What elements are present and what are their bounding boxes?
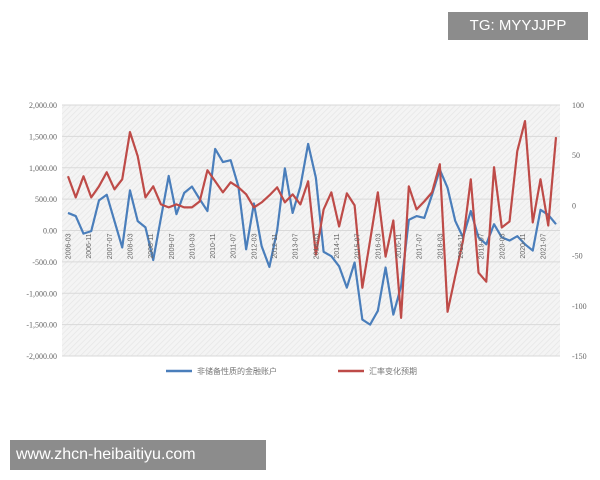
x-tick-label: 2018-03 — [437, 233, 444, 259]
x-tick-label: 2006-11 — [86, 233, 93, 258]
y-left-tick-label: -500.00 — [32, 258, 57, 267]
x-tick-label: 2021-07 — [541, 233, 548, 259]
y-right-tick-label: -50 — [572, 252, 583, 261]
x-tick-label: 2018-11 — [458, 233, 465, 258]
x-tick-label: 2013-07 — [293, 233, 300, 259]
y-right-tick-label: 50 — [572, 151, 580, 160]
x-tick-label: 2014-11 — [334, 233, 341, 258]
y-right-tick-label: 100 — [572, 101, 584, 110]
legend-label-financial-account: 非储备性质的金融账户 — [197, 366, 277, 376]
x-tick-label: 2012-03 — [251, 233, 258, 259]
y-right-tick-label: 0 — [572, 201, 576, 210]
watermark-telegram: TG: MYYJJPP — [448, 12, 588, 40]
y-left-tick-label: -2,000.00 — [26, 352, 57, 361]
watermark-url: www.zhcn-heibaitiyu.com — [10, 440, 266, 470]
x-tick-label: 2017-07 — [417, 233, 424, 259]
x-tick-label: 2015-07 — [355, 233, 362, 259]
y-left-tick-label: -1,000.00 — [26, 289, 57, 298]
y-left-tick-label: 500.00 — [35, 195, 57, 204]
y-left-tick-label: 1,000.00 — [29, 164, 57, 173]
x-tick-label: 2020-11 — [520, 233, 527, 258]
y-left-tick-label: 2,000.00 — [29, 101, 57, 110]
x-tick-label: 2016-11 — [396, 233, 403, 258]
x-tick-label: 2008-03 — [127, 233, 134, 259]
x-tick-label: 2016-03 — [375, 233, 382, 259]
x-tick-label: 2014-03 — [313, 233, 320, 259]
x-tick-label: 2007-07 — [107, 233, 114, 259]
y-left-tick-label: 1,500.00 — [29, 132, 57, 141]
y-left-tick-label: -1,500.00 — [26, 321, 57, 330]
x-tick-label: 2020-03 — [499, 233, 506, 259]
y-right-tick-label: -100 — [572, 302, 587, 311]
x-tick-label: 2008-11 — [148, 233, 155, 258]
x-tick-label: 2012-11 — [272, 233, 279, 258]
x-tick-label: 2009-07 — [169, 233, 176, 259]
legend-label-fx-expectation: 汇率变化预期 — [369, 366, 417, 376]
series-line-1 — [66, 119, 558, 319]
y-left-tick-label: 0.00 — [43, 227, 57, 236]
x-tick-label: 2006-03 — [66, 233, 73, 259]
x-tick-label: 2011-07 — [231, 233, 238, 258]
legend: 非储备性质的金融账户 汇率变化预期 — [166, 366, 417, 376]
x-tick-label: 2010-03 — [189, 233, 196, 259]
y-right-tick-label: -150 — [572, 352, 587, 361]
x-tick-label: 2010-11 — [210, 233, 217, 258]
x-tick-label: 2019-07 — [479, 233, 486, 259]
